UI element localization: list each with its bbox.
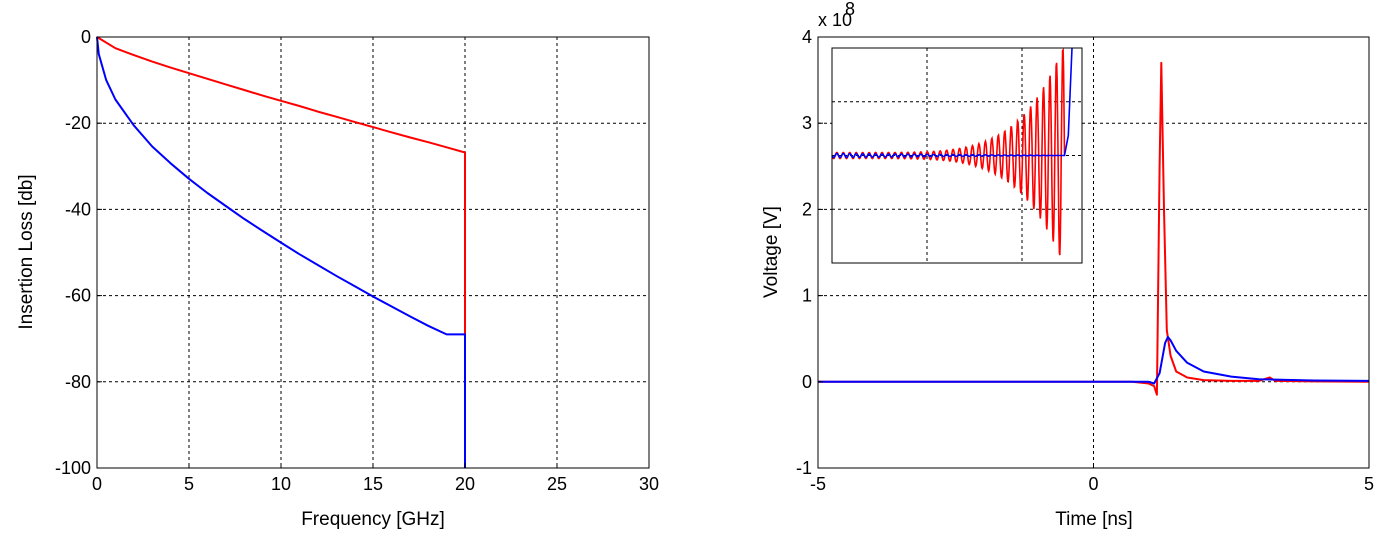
- right-series: [818, 61, 1370, 396]
- left-x-tick-label-0: 0: [92, 474, 102, 494]
- right-y-axis-label: Voltage [V]: [761, 206, 782, 298]
- left-series-0-line: [96, 36, 466, 468]
- left-y-tick-label-2: -60: [65, 286, 91, 306]
- right-y-tick-label-2: 1: [802, 286, 812, 306]
- left-chart: 0 5 10 15 20 25 30 -100 -80 -60 -40 -20 0 Frequency …: [16, 27, 659, 530]
- left-x-tick-label-4: 20: [455, 474, 475, 494]
- left-series-1-line: [96, 36, 466, 468]
- left-x-tick-label-3: 15: [363, 474, 383, 494]
- left-x-tick-label-6: 30: [639, 474, 659, 494]
- y-multiplier-label: x 10: [818, 10, 852, 30]
- right-y-tick-label-5: 4: [802, 27, 812, 47]
- left-y-tick-label-5: 0: [81, 27, 91, 47]
- right-y-tick-label-1: 0: [802, 372, 812, 392]
- left-x-tick-label-5: 25: [547, 474, 567, 494]
- inset-blue-line: [831, 47, 1073, 159]
- y-multiplier-exponent: 8: [845, 0, 855, 19]
- right-series-1-line: [818, 336, 1370, 385]
- left-plot-area: [97, 37, 649, 468]
- left-y-tick-label-3: -40: [65, 199, 91, 219]
- right-chart: -5 0 5 -1 0 1 2 3 4 Time [ns] Voltage [V] x 10 8: [761, 0, 1374, 530]
- left-ticks: 0 5 10 15 20 25 30 -100 -80 -60 -40 -20 0: [55, 27, 659, 494]
- right-x-tick-label-2: 5: [1364, 474, 1374, 494]
- left-y-tick-label-1: -80: [65, 372, 91, 392]
- inset-series: [831, 47, 1073, 256]
- right-x-tick-label-1: 0: [1088, 474, 1098, 494]
- left-x-tick-label-1: 5: [184, 474, 194, 494]
- right-y-tick-label-3: 2: [802, 199, 812, 219]
- left-y-tick-label-4: -20: [65, 113, 91, 133]
- right-y-tick-label-0: -1: [796, 458, 812, 478]
- right-x-tick-label-0: -5: [810, 474, 826, 494]
- left-y-axis-label: Insertion Loss [db]: [16, 174, 37, 329]
- inset-frame: [831, 47, 1083, 264]
- right-ticks: -5 0 5 -1 0 1 2 3 4: [796, 27, 1374, 494]
- left-x-axis-label: Frequency [GHz]: [301, 509, 445, 530]
- left-series: [96, 36, 466, 468]
- right-x-axis-label: Time [ns]: [1055, 509, 1132, 530]
- left-y-tick-label-0: -100: [55, 458, 91, 478]
- right-y-tick-label-4: 3: [802, 113, 812, 133]
- inset-chart: [831, 47, 1083, 264]
- left-x-tick-label-2: 10: [271, 474, 291, 494]
